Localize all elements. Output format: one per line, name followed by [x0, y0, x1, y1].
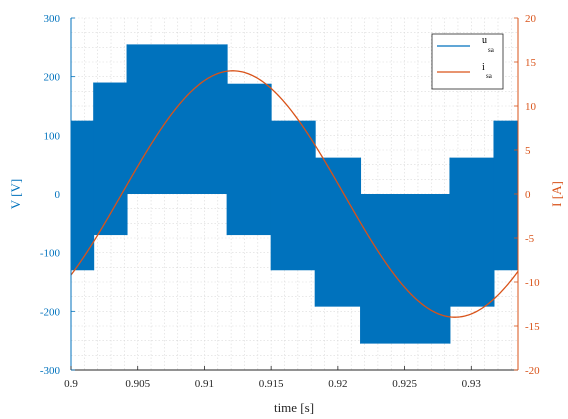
y-right-tick-label: 5 — [525, 145, 531, 157]
current-line — [70, 70, 519, 318]
x-ticks: 0.9 0.905 0.91 0.915 0.92 0.925 0.93 — [64, 366, 481, 390]
voltage-segment — [271, 120, 316, 271]
current-series — [70, 70, 519, 318]
y-right-axis-label: I [A] — [549, 181, 564, 207]
x-tick-label: 0.91 — [195, 378, 214, 390]
legend-u-sub: sa — [488, 46, 495, 54]
voltage-segment — [227, 83, 272, 236]
y-left-axis-label: V [V] — [8, 179, 23, 209]
x-axis-label: time [s] — [274, 400, 314, 415]
voltage-series — [71, 44, 518, 344]
legend: u sa i sa — [431, 33, 504, 90]
voltage-segment — [71, 120, 94, 271]
x-tick-label: 0.925 — [392, 378, 417, 390]
legend-u-main: u — [482, 35, 487, 46]
y-right-tick-label: 10 — [525, 101, 537, 113]
y-left-tick-label: -100 — [40, 248, 61, 260]
voltage-segment — [449, 157, 494, 307]
x-tick-label: 0.915 — [259, 378, 284, 390]
x-tick-label: 0.905 — [125, 378, 150, 390]
voltage-segment — [360, 194, 450, 344]
y-left-tick-label: 100 — [44, 130, 61, 142]
voltage-segment — [493, 120, 518, 271]
y-left-tick-label: 0 — [55, 189, 61, 201]
legend-i-main: i — [482, 62, 485, 73]
y-right-tick-label: -10 — [525, 277, 540, 289]
voltage-segment — [315, 157, 361, 307]
voltage-segment — [127, 44, 228, 195]
x-tick-label: 0.9 — [64, 378, 78, 390]
y-left-tick-label: 200 — [44, 72, 61, 84]
y-right-tick-label: -5 — [525, 233, 535, 245]
y-left-ticks: 300 200 100 0 -100 -200 -300 — [40, 13, 75, 377]
y-right-tick-label: -15 — [525, 321, 540, 333]
y-right-tick-label: 15 — [525, 57, 537, 69]
y-right-ticks: 20 15 10 5 0 -5 -10 -15 -20 — [514, 13, 540, 377]
legend-i-sub: sa — [486, 72, 493, 80]
voltage-segment — [93, 82, 128, 236]
x-tick-label: 0.92 — [328, 378, 347, 390]
y-right-tick-label: -20 — [525, 365, 540, 377]
x-tick-label: 0.93 — [462, 378, 482, 390]
y-left-tick-label: 300 — [44, 13, 61, 25]
legend-box — [431, 33, 504, 90]
y-right-tick-label: 20 — [525, 13, 537, 25]
y-left-tick-label: -300 — [40, 365, 61, 377]
y-right-tick-label: 0 — [525, 189, 531, 201]
y-left-tick-label: -200 — [40, 306, 61, 318]
